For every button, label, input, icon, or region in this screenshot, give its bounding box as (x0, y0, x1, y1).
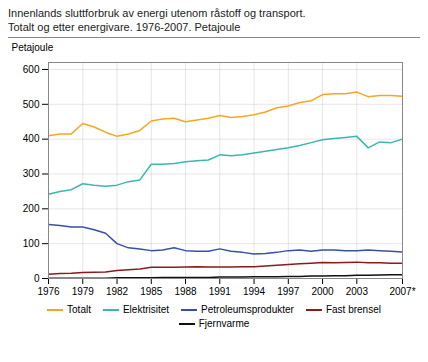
svg-text:2003: 2003 (346, 286, 369, 297)
svg-text:1985: 1985 (140, 286, 163, 297)
svg-text:2007*: 2007* (389, 286, 415, 297)
html-text:Totalt: Totalt (67, 304, 91, 315)
svg-text:2000: 2000 (311, 286, 334, 297)
html-text:Elektrisitet: Elektrisitet (123, 304, 170, 315)
svg-text:500: 500 (23, 99, 40, 110)
svg-text:1976: 1976 (37, 286, 60, 297)
svg-text:1991: 1991 (209, 286, 232, 297)
html-text:Fjernvarme: Fjernvarme (198, 318, 250, 329)
svg-text:100: 100 (23, 238, 40, 249)
svg-text:200: 200 (23, 203, 40, 214)
svg-text:Petajoule: Petajoule (12, 42, 54, 53)
html-text:Petroleumsprodukter: Petroleumsprodukter (201, 304, 294, 315)
svg-text:600: 600 (23, 64, 40, 75)
svg-text:1982: 1982 (106, 286, 129, 297)
svg-text:1988: 1988 (174, 286, 197, 297)
svg-text:1997: 1997 (277, 286, 300, 297)
html-text:Innenlands sluttforbruk av ene: Innenlands sluttforbruk av energi utenom… (8, 7, 306, 19)
svg-text:1994: 1994 (243, 286, 266, 297)
svg-text:400: 400 (23, 133, 40, 144)
svg-text:0: 0 (34, 273, 40, 284)
html-text:Totalt og etter energivare. 19: Totalt og etter energivare. 1976-2007. P… (8, 21, 241, 33)
svg-text:1979: 1979 (72, 286, 95, 297)
svg-text:300: 300 (23, 168, 40, 179)
html-text:Fast brensel: Fast brensel (325, 304, 381, 315)
